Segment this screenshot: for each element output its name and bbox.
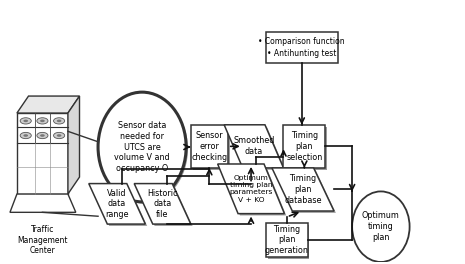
- Text: Historic
data
file: Historic data file: [147, 188, 178, 219]
- Polygon shape: [134, 183, 191, 224]
- Polygon shape: [17, 96, 80, 113]
- Polygon shape: [218, 164, 285, 214]
- Circle shape: [37, 132, 48, 139]
- Circle shape: [40, 120, 45, 122]
- FancyBboxPatch shape: [284, 125, 325, 168]
- Text: Optimum
timing
plan: Optimum timing plan: [362, 211, 400, 242]
- Text: Optimum
timing plan
parameters
V + KO: Optimum timing plan parameters V + KO: [229, 175, 273, 203]
- Text: Timing
plan
generation: Timing plan generation: [265, 224, 309, 255]
- Text: Smoothed
data: Smoothed data: [233, 136, 274, 156]
- Polygon shape: [91, 185, 147, 226]
- Polygon shape: [224, 125, 284, 168]
- Text: Sensor
error
checking: Sensor error checking: [191, 131, 227, 162]
- Circle shape: [40, 134, 45, 137]
- FancyBboxPatch shape: [266, 32, 338, 63]
- Circle shape: [53, 132, 65, 139]
- Text: Sensor data
needed for
UTCS are
volume V and
occupancy O: Sensor data needed for UTCS are volume V…: [114, 121, 170, 173]
- Polygon shape: [10, 194, 76, 212]
- Polygon shape: [272, 168, 334, 211]
- Polygon shape: [68, 96, 80, 194]
- Circle shape: [37, 118, 48, 124]
- Circle shape: [57, 120, 61, 122]
- Text: Timing
plan
selection: Timing plan selection: [286, 131, 323, 162]
- Circle shape: [23, 134, 28, 137]
- Text: Timing
plan
database: Timing plan database: [284, 174, 322, 205]
- Polygon shape: [17, 113, 68, 194]
- Ellipse shape: [352, 191, 410, 262]
- FancyBboxPatch shape: [191, 125, 228, 168]
- Polygon shape: [226, 127, 286, 170]
- FancyBboxPatch shape: [193, 127, 230, 170]
- Circle shape: [53, 118, 65, 124]
- FancyBboxPatch shape: [266, 223, 308, 257]
- Circle shape: [23, 120, 28, 122]
- Text: Valid
data
range: Valid data range: [105, 188, 129, 219]
- Circle shape: [57, 134, 61, 137]
- Polygon shape: [136, 185, 193, 226]
- FancyBboxPatch shape: [268, 225, 310, 258]
- Polygon shape: [274, 170, 336, 213]
- Polygon shape: [219, 166, 286, 215]
- FancyBboxPatch shape: [286, 127, 327, 170]
- Circle shape: [20, 118, 31, 124]
- Text: • Comparison function
• Antihunting test: • Comparison function • Antihunting test: [259, 37, 345, 58]
- Polygon shape: [89, 183, 146, 224]
- Circle shape: [20, 132, 31, 139]
- Text: Traffic
Management
Center: Traffic Management Center: [17, 225, 68, 255]
- Ellipse shape: [100, 94, 188, 204]
- Ellipse shape: [98, 92, 186, 202]
